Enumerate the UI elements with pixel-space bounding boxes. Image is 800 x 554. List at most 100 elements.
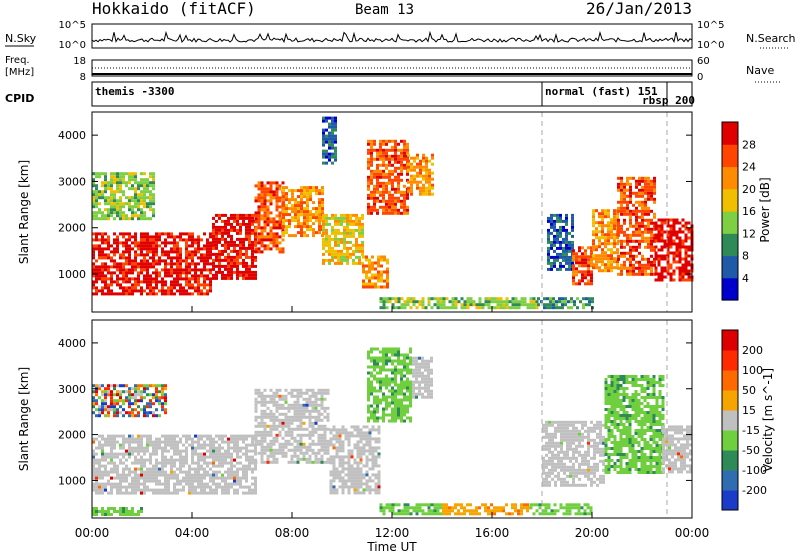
echo-cell <box>110 259 113 263</box>
echo-cell <box>200 488 203 492</box>
echo-cell <box>433 297 437 301</box>
echo-cell <box>412 395 415 399</box>
echo-cell <box>590 279 593 283</box>
echo-cell <box>416 180 419 184</box>
echo-cell <box>460 297 464 301</box>
echo-cell <box>382 208 385 212</box>
echo-cell <box>152 241 155 245</box>
echo-cell <box>638 179 641 183</box>
echo-cell <box>161 277 164 281</box>
echo-cell <box>176 271 179 275</box>
echo-cell <box>278 196 282 200</box>
echo-cell <box>373 401 376 405</box>
echo-cell <box>632 239 635 243</box>
echo-cell <box>293 394 297 398</box>
echo-cell <box>484 297 488 301</box>
echo-cell <box>128 277 131 281</box>
echo-cell <box>367 365 370 369</box>
echo-cell <box>314 397 318 401</box>
echo-cell <box>209 286 212 290</box>
echo-cell <box>188 488 191 492</box>
echo-cell <box>110 467 113 471</box>
echo-cell <box>410 156 413 160</box>
echo-cell <box>367 205 370 209</box>
echo-cell <box>373 196 376 200</box>
echo-cell <box>266 211 270 215</box>
echo-cell <box>367 178 370 182</box>
echo-cell <box>332 443 336 447</box>
echo-cell <box>272 181 276 185</box>
echo-cell <box>242 470 245 474</box>
echo-cell <box>629 200 632 204</box>
echo-cell <box>329 491 333 495</box>
echo-cell <box>556 237 559 241</box>
echo-cell <box>122 214 125 218</box>
echo-cell <box>260 436 264 440</box>
echo-cell <box>604 266 607 270</box>
echo-cell <box>194 271 197 275</box>
echo-cell <box>373 398 376 402</box>
echo-cell <box>161 283 164 287</box>
echo-cell <box>332 446 336 450</box>
echo-cell <box>376 148 379 152</box>
echo-cell <box>308 430 312 434</box>
echo-cell <box>125 214 128 218</box>
echo-cell <box>146 449 149 453</box>
echo-cell <box>318 210 321 214</box>
echo-cell <box>125 217 128 221</box>
echo-cell <box>626 203 629 207</box>
echo-cell <box>610 236 613 240</box>
echo-cell <box>161 488 164 492</box>
echo-cell <box>362 446 366 450</box>
echo-cell <box>613 242 616 246</box>
echo-cell <box>224 237 227 241</box>
echo-cell <box>332 434 336 438</box>
echo-cell <box>616 263 619 267</box>
echo-cell <box>104 217 107 221</box>
echo-cell <box>565 246 568 250</box>
echo-cell <box>311 400 315 404</box>
echo-cell <box>620 206 623 210</box>
echo-cell <box>227 446 230 450</box>
echo-cell <box>337 222 340 226</box>
echo-cell <box>251 249 254 253</box>
echo-cell <box>215 213 218 217</box>
echo-cell <box>325 258 328 262</box>
echo-cell <box>98 196 101 200</box>
echo-cell <box>203 488 206 492</box>
echo-cell <box>185 274 188 278</box>
echo-cell <box>355 246 358 250</box>
colorbar-swatch <box>722 144 738 168</box>
echo-cell <box>635 209 638 213</box>
echo-cell <box>409 380 412 384</box>
echo-cell <box>305 400 309 404</box>
echo-cell <box>550 225 553 229</box>
echo-cell <box>230 464 233 468</box>
echo-cell <box>155 449 158 453</box>
echo-cell <box>587 264 590 268</box>
echo-cell <box>355 219 358 223</box>
echo-cell <box>294 225 297 229</box>
echo-cell <box>272 424 276 428</box>
echo-cell <box>294 201 297 205</box>
echo-cell <box>185 250 188 254</box>
echo-cell <box>173 437 176 441</box>
echo-cell <box>272 436 276 440</box>
echo-cell <box>325 152 328 156</box>
echo-cell <box>431 192 434 196</box>
echo-cell <box>321 210 324 214</box>
echo-cell <box>647 263 650 267</box>
echo-cell <box>137 241 140 245</box>
echo-cell <box>572 282 575 286</box>
echo-cell <box>98 458 101 462</box>
echo-cell <box>272 400 276 404</box>
echo-cell <box>92 196 95 200</box>
echo-cell <box>397 196 400 200</box>
echo-cell <box>278 187 282 191</box>
echo-cell <box>98 482 101 486</box>
echo-cell <box>626 272 629 276</box>
echo-cell <box>379 184 382 188</box>
echo-cell <box>546 297 549 301</box>
echo-cell <box>299 415 303 419</box>
echo-cell <box>149 172 152 176</box>
